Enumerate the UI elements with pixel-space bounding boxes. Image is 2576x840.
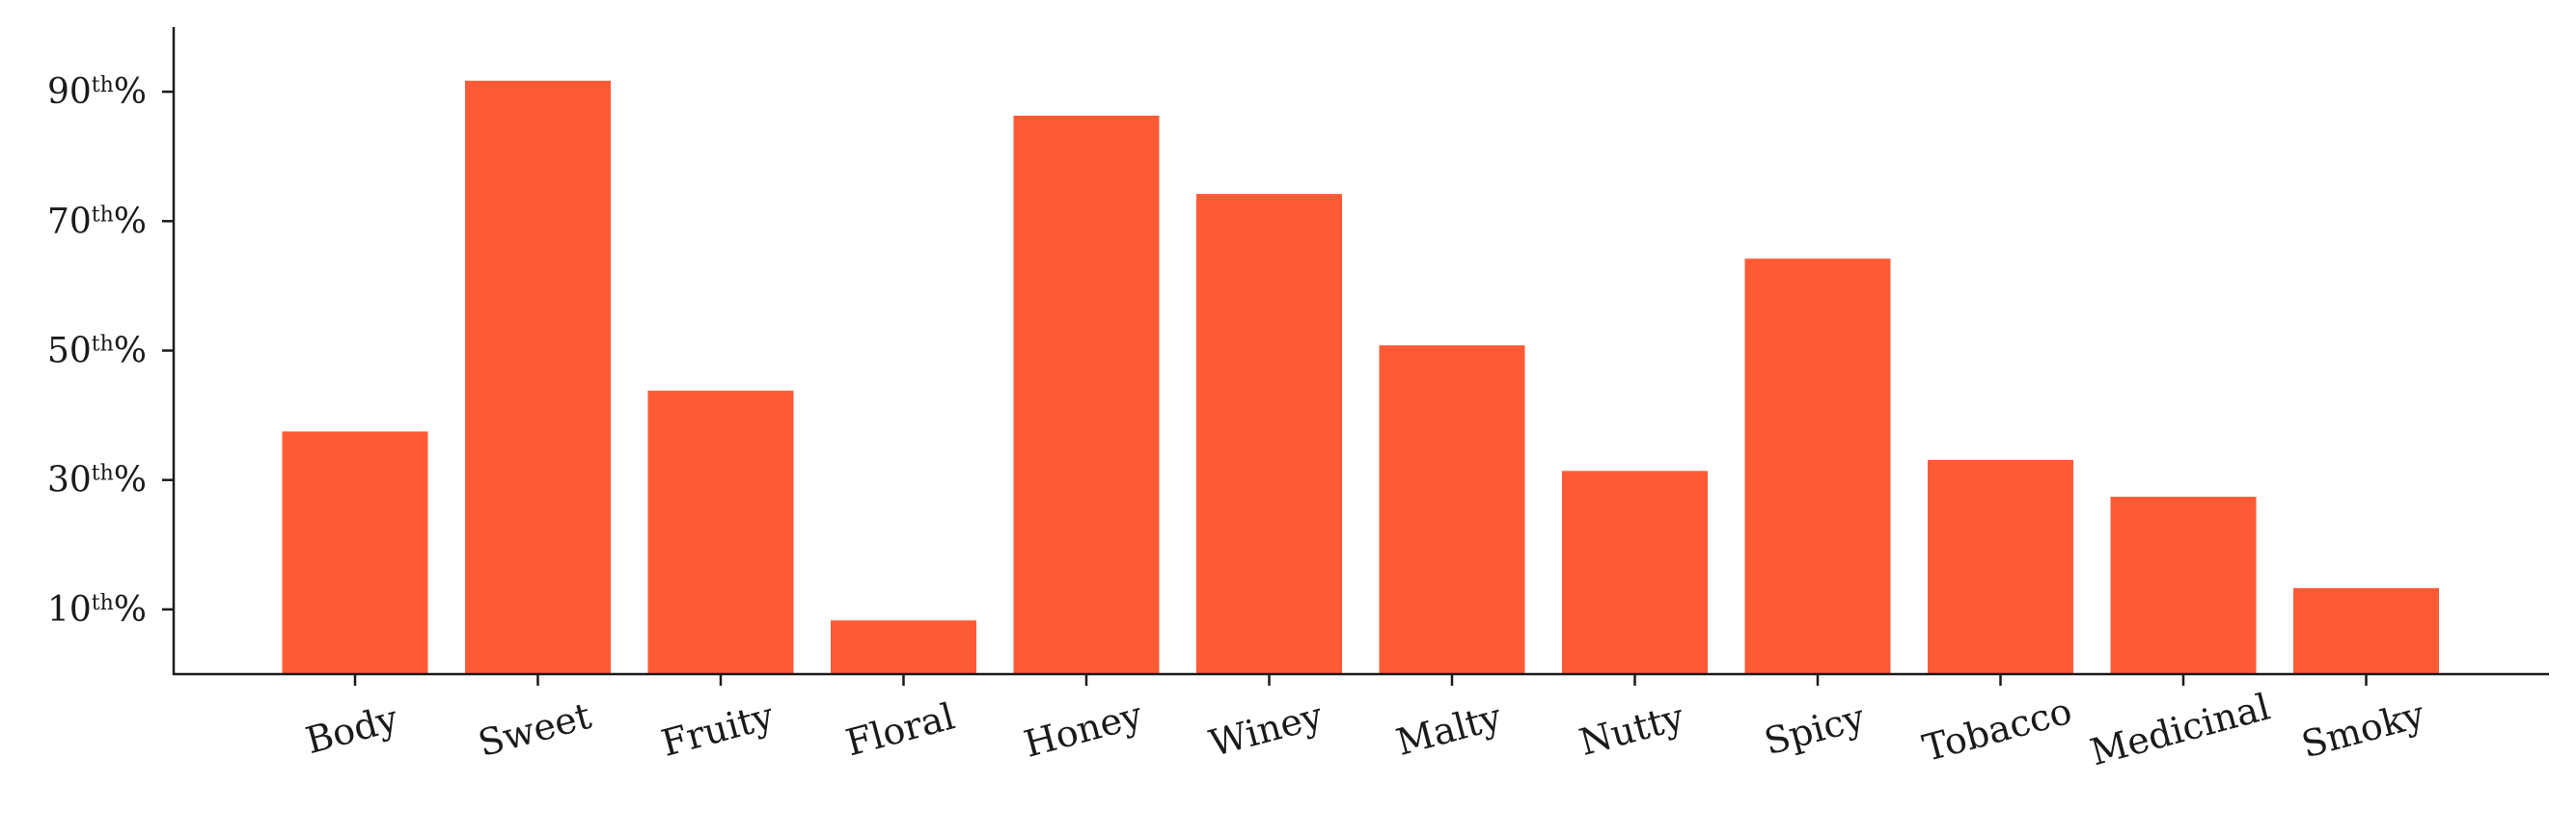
x-tick-label-sweet: Sweet — [474, 694, 595, 765]
x-tick-label-honey: Honey — [1020, 693, 1147, 766]
y-tick-label: 30th% — [47, 461, 147, 501]
bar-body — [282, 431, 428, 674]
x-axis: Body Sweet Fruity Floral Honey Winey Malty Nutt… — [173, 672, 2549, 774]
x-tick-label-spicy: Spicy — [1760, 695, 1870, 763]
bar-sweet — [465, 80, 611, 674]
bars-group — [282, 80, 2439, 674]
y-tick-label: 90th% — [47, 72, 147, 112]
bar-nutty — [1562, 471, 1708, 674]
x-tick-label-winey: Winey — [1205, 694, 1328, 765]
bar-smoky — [2293, 587, 2439, 674]
x-tick-label-floral: Floral — [841, 694, 959, 764]
bar-malty — [1379, 345, 1525, 674]
y-axis: 10th% 30th% 50th% 70th% 90th% — [47, 27, 176, 675]
y-tick-label: 70th% — [47, 202, 147, 241]
x-tick-label-medicinal: Medicinal — [2086, 686, 2274, 774]
bar-fruity — [647, 391, 794, 674]
y-tick-label: 10th% — [47, 590, 147, 630]
x-tick-label-malty: Malty — [1392, 695, 1507, 764]
bar-honey — [1013, 115, 1160, 674]
bar-tobacco — [1928, 459, 2073, 674]
bar-medicinal — [2110, 497, 2257, 674]
bar-winey — [1196, 194, 1342, 674]
bar-spicy — [1744, 258, 1891, 674]
y-tick-label: 50th% — [47, 332, 147, 371]
bar-floral — [831, 620, 976, 674]
x-tick-label-nutty: Nutty — [1575, 695, 1688, 764]
x-tick-label-tobacco: Tobacco — [1918, 690, 2076, 770]
x-tick-label-body: Body — [301, 697, 402, 763]
x-tick-label-fruity: Fruity — [657, 694, 779, 765]
x-tick-label-smoky: Smoky — [2297, 692, 2429, 766]
